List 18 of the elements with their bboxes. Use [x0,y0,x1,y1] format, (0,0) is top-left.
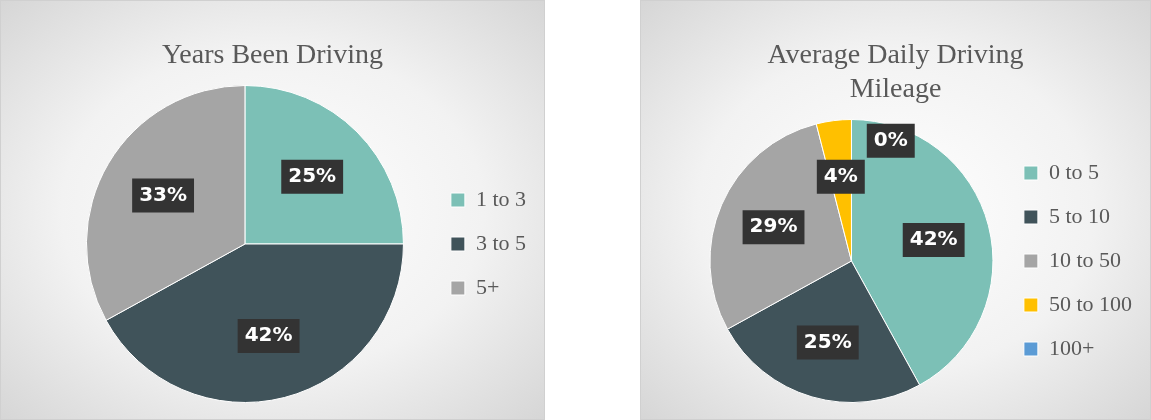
data-label: 4% [823,162,858,187]
legend-label: 3 to 5 [475,229,527,255]
chart-title: Years Been Driving [160,37,385,71]
legend-label: 5 to 10 [1048,202,1111,228]
legend-label: 0 to 5 [1048,158,1100,184]
data-label: 25% [288,162,337,187]
legend-label: 10 to 50 [1048,246,1122,272]
legend-label: 50 to 100 [1048,290,1133,316]
legend-label: 1 to 3 [475,185,527,211]
chart-title: Average Daily Driving Mileage [766,37,1025,105]
legend-label: 100+ [1048,334,1095,360]
data-label: 29% [749,213,798,238]
text: 0% [873,126,908,151]
data-label: 42% [244,322,293,347]
data-label: 25% [803,328,852,353]
data-label: 33% [139,181,188,206]
data-label: 42% [909,226,958,251]
legend-label: 5+ [475,273,500,299]
